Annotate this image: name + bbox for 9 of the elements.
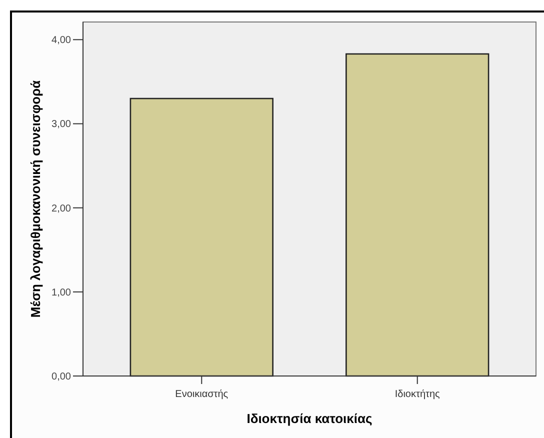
x-tick-label: Ενοικιαστής bbox=[175, 389, 228, 400]
y-axis-title: Μέση λογαριθμοκανονική συνεισφορά bbox=[28, 80, 43, 318]
x-axis-title: Ιδιοκτησία κατοικίας bbox=[246, 411, 373, 426]
y-tick-label: 1,00 bbox=[52, 287, 72, 298]
x-tick-label: Ιδιοκτήτης bbox=[394, 389, 440, 400]
y-tick-label: 0,00 bbox=[52, 372, 72, 382]
y-tick-label: 4,00 bbox=[52, 35, 72, 46]
y-tick-label: 3,00 bbox=[52, 119, 72, 130]
y-tick-label: 2,00 bbox=[52, 203, 72, 214]
